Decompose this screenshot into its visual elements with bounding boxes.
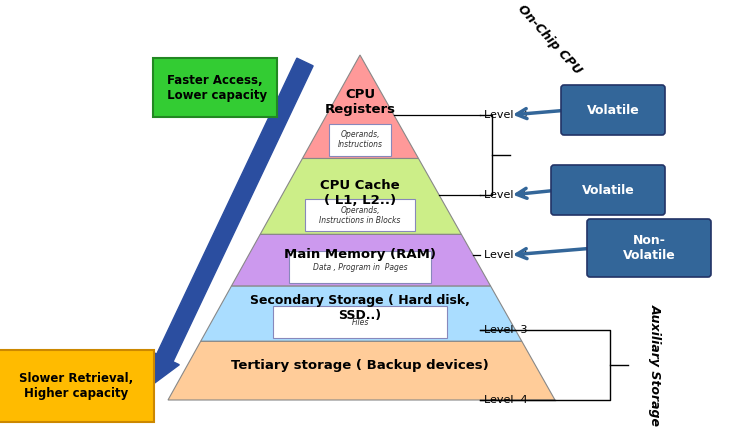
FancyBboxPatch shape [551,165,665,215]
FancyBboxPatch shape [306,199,414,232]
Text: Secondary Storage ( Hard disk,
SSD..): Secondary Storage ( Hard disk, SSD..) [250,294,470,322]
Text: CPU Cache
( L1, L2..): CPU Cache ( L1, L2..) [320,179,400,207]
Text: Data , Program in  Pages: Data , Program in Pages [313,263,407,272]
FancyBboxPatch shape [0,350,154,422]
Text: Non-
Volatile: Non- Volatile [623,234,675,262]
Text: Operands,
Instructions: Operands, Instructions [338,130,382,149]
Polygon shape [200,286,522,341]
Polygon shape [168,341,555,400]
Text: Main Memory (RAM): Main Memory (RAM) [284,248,436,260]
Text: Volatile: Volatile [586,104,640,117]
Polygon shape [260,159,461,234]
Text: On-Chip CPU: On-Chip CPU [515,3,585,77]
Text: Auxiliary Storage: Auxiliary Storage [648,304,662,426]
Polygon shape [303,55,419,159]
Text: Files: Files [352,318,368,327]
Text: Level  4: Level 4 [484,395,528,405]
FancyBboxPatch shape [273,306,447,338]
Text: Volatile: Volatile [582,184,635,197]
FancyArrow shape [151,58,313,385]
Text: Level  1: Level 1 [484,190,528,200]
Text: Level  2: Level 2 [484,250,528,260]
FancyBboxPatch shape [153,58,277,117]
Text: Tertiary storage ( Backup devices): Tertiary storage ( Backup devices) [231,359,489,372]
Text: Level  0: Level 0 [484,110,528,120]
Text: Operands,
Instructions in Blocks: Operands, Instructions in Blocks [319,206,401,225]
Text: Slower Retrieval,
Higher capacity: Slower Retrieval, Higher capacity [19,372,133,400]
FancyBboxPatch shape [328,124,392,156]
Text: Level  3: Level 3 [484,325,528,335]
Polygon shape [231,234,491,286]
Text: Faster Access,
 Lower capacity: Faster Access, Lower capacity [163,73,267,101]
Text: CPU
Registers: CPU Registers [325,87,395,115]
FancyBboxPatch shape [587,219,711,277]
FancyBboxPatch shape [561,85,665,135]
FancyBboxPatch shape [289,251,431,283]
